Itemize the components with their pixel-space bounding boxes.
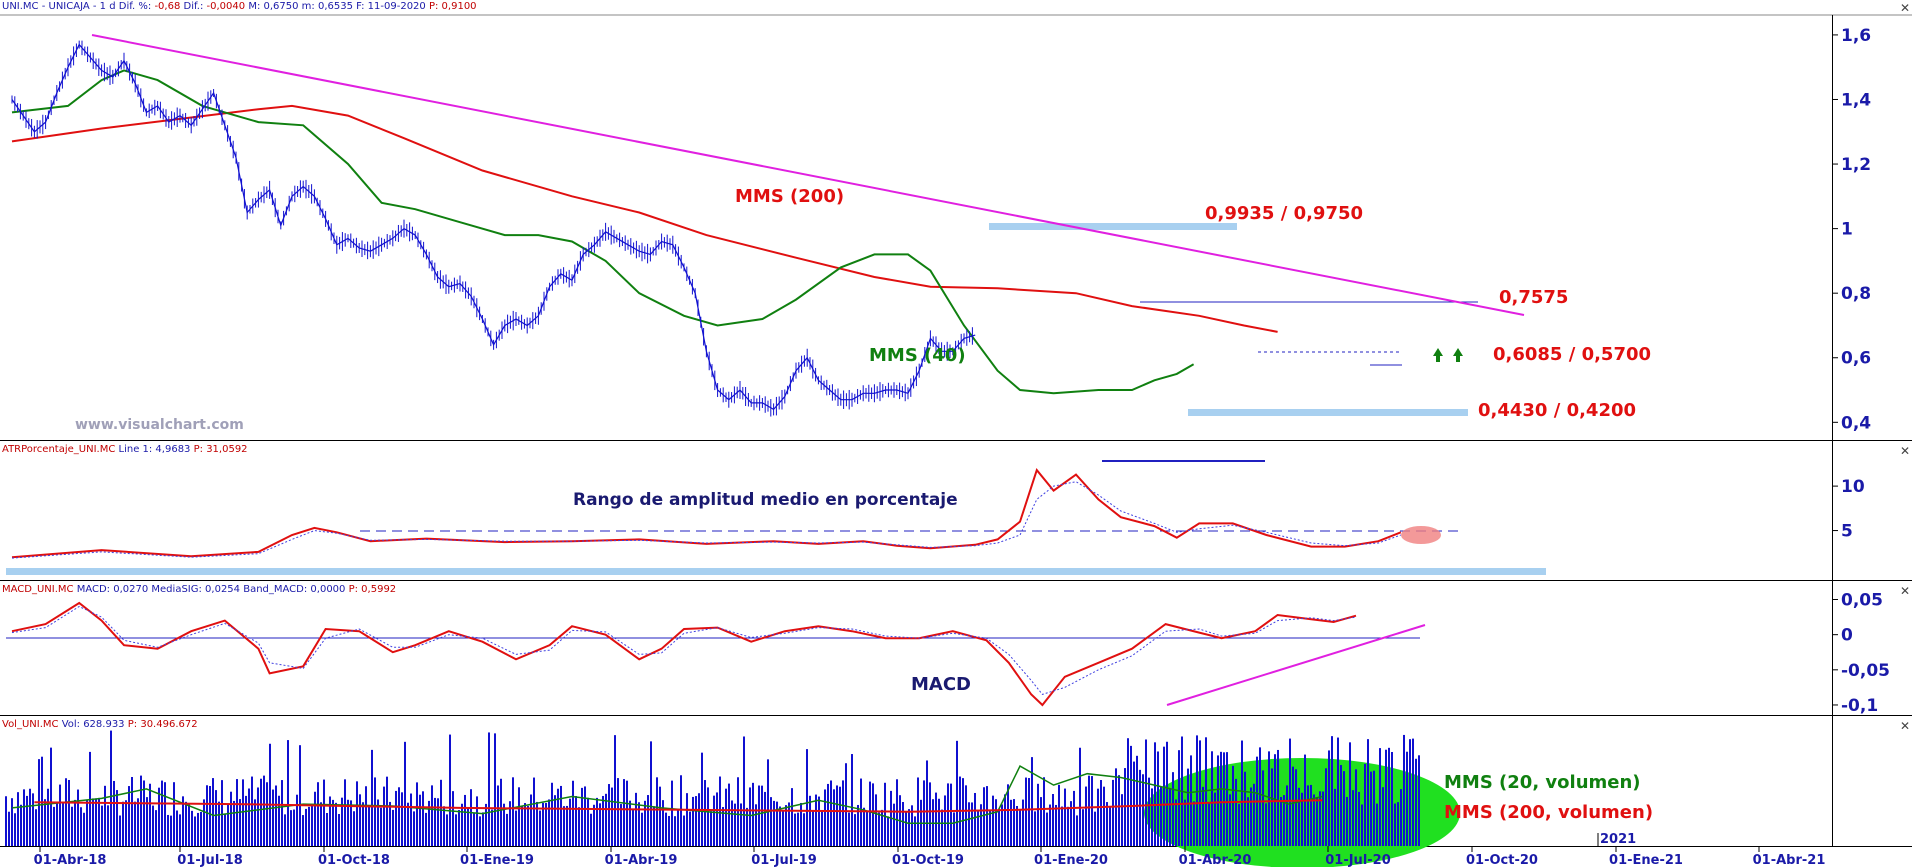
year-marker: 2021: [1600, 832, 1636, 847]
downtrend-line: [91, 34, 1525, 316]
price-header-max: M: 0,6750: [248, 1, 299, 12]
atr-baseline-band: [6, 568, 1546, 575]
x-tick-label: 01-Jul-19: [751, 853, 817, 867]
atr-highlight-ellipse: [1401, 526, 1441, 544]
series-line-macd: [11, 601, 1357, 707]
price-levels: [91, 34, 1525, 416]
atr-header: ATRPorcentaje_UNI.MC Line 1: 4,9683 P: 3…: [2, 444, 248, 455]
panel-close-buttons: ✕ ✕ ✕ ✕: [1900, 1, 1910, 733]
annotation-support-low: 0,4430 / 0,4200: [1478, 400, 1636, 421]
macd-header-macd: MACD: 0,0270: [76, 584, 149, 595]
annotation-resistance-mid: 0,7575: [1499, 287, 1568, 308]
y-tick-label: 1: [1841, 220, 1853, 240]
x-tick-label: 01-Oct-20: [1466, 853, 1538, 867]
price-header-dif-label: Dif.:: [183, 1, 204, 12]
x-tick-label: 01-Jul-18: [177, 853, 243, 867]
y-tick-label: 1,4: [1841, 90, 1871, 110]
y-tick-label: -0,05: [1841, 661, 1890, 681]
resistance-band-top: [989, 223, 1237, 230]
series-line-mms-200-: [11, 104, 1278, 333]
y-tick-label: -0,1: [1841, 696, 1878, 716]
x-tick-label: 01-Ene-19: [460, 853, 534, 867]
macd-header-band: Band_MACD: 0,0000: [243, 584, 346, 595]
price-header-symbol: UNI.MC - UNICAJA -: [2, 1, 97, 12]
series-line-mms-200-volumen-: [34, 799, 1323, 813]
price-header-dif-value: -0,0040: [206, 1, 246, 12]
macd-header-name: MACD_UNI.MC: [2, 584, 74, 595]
x-tick-label: 01-Ene-21: [1609, 853, 1683, 867]
atr-header-line: Line 1: 4,9683: [118, 444, 191, 455]
x-tick-label: 01-Abr-21: [1753, 853, 1826, 867]
series-line-mms-40-: [11, 69, 1195, 395]
x-tick-label: 01-Ene-20: [1034, 853, 1108, 867]
series-line-mms-20-volumen-: [11, 765, 1323, 824]
y-tick-label: 0,05: [1841, 591, 1883, 611]
volume-header-vol: Vol: 628.933: [61, 719, 125, 730]
series-layer: [11, 40, 1402, 824]
y-tick-label: 1,6: [1841, 26, 1871, 46]
price-header-diff-pct: -0,68: [154, 1, 181, 12]
atr-decorations: [6, 460, 1546, 575]
x-tick-label: 01-Oct-18: [318, 853, 390, 867]
price-header-p: P: 0,9100: [428, 1, 477, 12]
volume-header: Vol_UNI.MC Vol: 628.933 P: 30.496.672: [2, 719, 198, 730]
panel-frames: [0, 14, 1912, 847]
annotation-mms200: MMS (200): [735, 186, 844, 207]
macd-uptrend-line: [1166, 624, 1426, 706]
atr-header-name: ATRPorcentaje_UNI.MC: [2, 444, 116, 455]
x-labels: 01-Abr-18 01-Jul-18 01-Oct-18 01-Ene-19 01-A…: [34, 832, 1826, 867]
y-tick-label: 0,8: [1841, 284, 1871, 304]
macd-header-p: P: 0,5992: [348, 584, 397, 595]
up-arrow-2: [1453, 348, 1463, 356]
x-tick-label: 01-Oct-19: [892, 853, 964, 867]
y-tick-label: 10: [1841, 477, 1865, 497]
price-header-date: F: 11-09-2020: [356, 1, 426, 12]
annotation-macd-title: MACD: [911, 674, 971, 695]
series-line-atr-: [11, 468, 1402, 559]
series-line-atr-signal: [11, 481, 1401, 559]
y-tick-label: 0,6: [1841, 349, 1871, 369]
y-ticks: 1,6 1,4 1,2 1 0,8 0,6 0,4 10 5 0,05 0 -0,05 -0,1: [1832, 26, 1890, 716]
annotation-resistance-top: 0,9935 / 0,9750: [1205, 203, 1363, 224]
volume-close-icon[interactable]: ✕: [1900, 719, 1910, 733]
x-tick-label: 01-Abr-19: [605, 853, 678, 867]
y-tick-label: 1,2: [1841, 155, 1871, 175]
price-close-icon[interactable]: ✕: [1900, 1, 1910, 15]
y-tick-label: 0,4: [1841, 413, 1871, 433]
annotation-vol-mms20: MMS (20, volumen): [1444, 772, 1641, 793]
volume-header-p: P: 30.496.672: [127, 719, 198, 730]
annotation-support-mid: 0,6085 / 0,5700: [1493, 344, 1651, 365]
macd-decorations: [6, 624, 1426, 706]
series-line-mediasig: [11, 605, 1357, 695]
macd-header: MACD_UNI.MC MACD: 0,0270 MediaSIG: 0,025…: [2, 584, 396, 595]
macd-header-sig: MediaSIG: 0,0254: [151, 584, 241, 595]
annotation-vol-mms200: MMS (200, volumen): [1444, 802, 1653, 823]
annotation-mms40: MMS (40): [869, 345, 966, 366]
price-header-min: m: 0,6535: [301, 1, 353, 12]
x-tick-label: 01-Abr-18: [34, 853, 107, 867]
price-header: UNI.MC - UNICAJA - 1 d Dif. %: -0,68 Dif…: [2, 1, 477, 14]
volume-header-name: Vol_UNI.MC: [2, 719, 59, 730]
atr-header-p: P: 31,0592: [193, 444, 248, 455]
atr-close-icon[interactable]: ✕: [1900, 444, 1910, 458]
price-header-diff-label: Dif. %:: [118, 1, 152, 12]
watermark: www.visualchart.com: [75, 417, 244, 433]
x-tick-label: 01-Jul-20: [1325, 853, 1391, 867]
macd-close-icon[interactable]: ✕: [1900, 584, 1910, 598]
price-header-period: 1 d: [99, 1, 116, 12]
x-tick-label: 01-Abr-20: [1179, 853, 1252, 867]
support-band-low: [1188, 409, 1468, 416]
y-tick-label: 0: [1841, 626, 1853, 646]
annotation-atr-title: Rango de amplitud medio en porcentaje: [573, 490, 958, 510]
y-tick-label: 5: [1841, 522, 1853, 542]
up-arrow-1: [1433, 348, 1443, 356]
series-line-price: [11, 43, 976, 411]
